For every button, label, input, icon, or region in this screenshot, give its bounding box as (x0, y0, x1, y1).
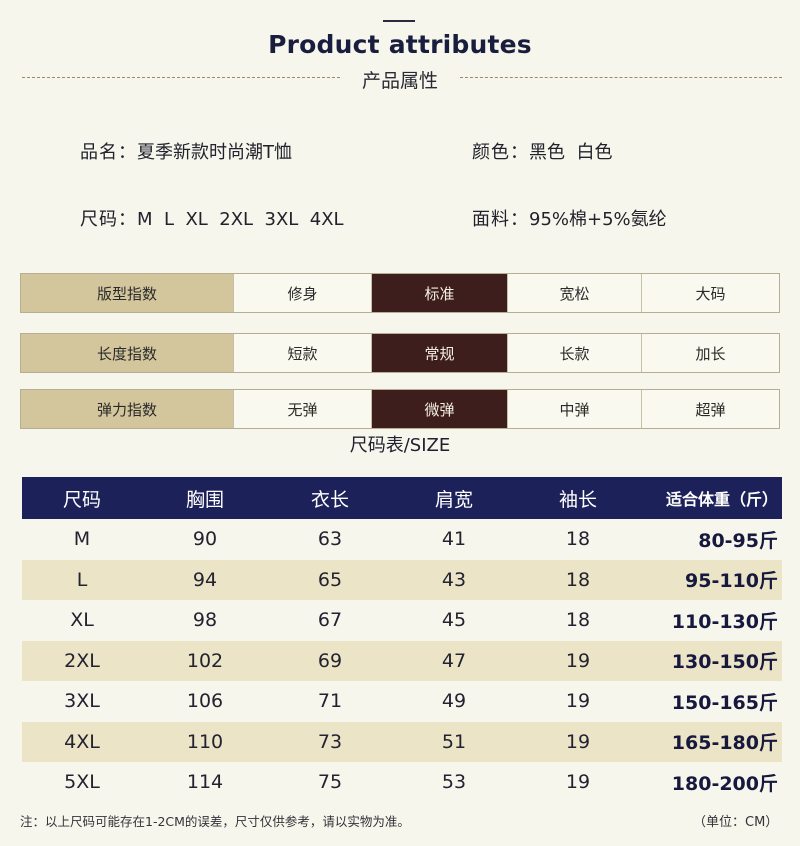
top-decoration-dash (383, 20, 415, 22)
length-option: 短款 (234, 334, 372, 372)
cell-shoulder: 47 (441, 649, 467, 672)
cell-size: 4XL (64, 730, 100, 753)
cell-weight: 95-110斤 (685, 570, 778, 593)
attr-size-label: 尺码： (80, 209, 137, 230)
length-index-row: 长度指数 短款 常规 长款 加长 (20, 333, 780, 373)
table-row: 3XL 106 71 49 19 150-165斤 (22, 681, 782, 722)
fit-option: 大码 (695, 284, 726, 303)
cell-shoulder: 51 (441, 730, 467, 753)
cell-length: 75 (317, 771, 343, 794)
unit-label: （单位：CM） (693, 815, 779, 830)
length-option: 长款 (508, 334, 642, 372)
size-table-caption: 尺码表/SIZE (349, 435, 451, 456)
cell-size: L (76, 568, 88, 591)
attr-sizes: 尺码：M L XL 2XL 3XL 4XL (80, 205, 344, 231)
cell-sleeve: 19 (565, 771, 591, 794)
cell-length: 71 (317, 690, 343, 713)
cell-shoulder: 41 (441, 528, 467, 551)
fit-option-selected: 标准 (372, 274, 508, 312)
cell-sleeve: 19 (565, 730, 591, 753)
attr-name-value: 夏季新款时尚潮T恤 (137, 142, 292, 163)
table-row: 2XL 102 69 47 19 130-150斤 (22, 640, 782, 681)
divider-left (22, 77, 340, 78)
table-row: 4XL 110 73 51 19 165-180斤 (22, 721, 782, 762)
fit-index-label: 版型指数 (21, 274, 234, 312)
elasticity-option: 中弹 (508, 390, 642, 428)
size-note: 注：以上尺码可能存在1-2CM的误差，尺寸仅供参考，请以实物为准。 (20, 814, 410, 829)
elasticity-option: 超弹 (695, 400, 726, 419)
size-table: 尺码 胸围 衣长 肩宽 袖长 适合体重（斤） M 90 63 41 18 80-… (22, 477, 782, 803)
attr-product-name: 品名：夏季新款时尚潮T恤 (80, 138, 292, 164)
attr-color-value: 黑色 白色 (529, 142, 613, 163)
divider-right (460, 77, 782, 78)
attr-color-label: 颜色： (472, 142, 529, 163)
header-shoulder: 肩宽 (434, 488, 473, 511)
cell-chest: 94 (192, 568, 218, 591)
cell-sleeve: 19 (565, 649, 591, 672)
header-length: 衣长 (310, 488, 349, 511)
elasticity-index-label: 弹力指数 (21, 390, 234, 428)
length-option: 加长 (695, 344, 726, 363)
cell-weight: 110-130斤 (671, 610, 778, 633)
header-weight: 适合体重（斤） (665, 490, 778, 509)
cell-sleeve: 18 (565, 528, 591, 551)
table-row: M 90 63 41 18 80-95斤 (22, 519, 782, 560)
length-option-selected: 常规 (372, 334, 508, 372)
attr-fabric-value: 95%棉+5%氨纶 (529, 209, 667, 230)
cell-size: 5XL (64, 771, 100, 794)
elasticity-option-selected: 微弹 (372, 390, 508, 428)
attr-name-label: 品名： (80, 142, 137, 163)
elasticity-index-row: 弹力指数 无弹 微弹 中弹 超弹 (20, 389, 780, 429)
cell-weight: 165-180斤 (671, 732, 778, 755)
attr-size-value: M L XL 2XL 3XL 4XL (137, 209, 344, 230)
fit-index-row: 版型指数 修身 标准 宽松 大码 (20, 273, 780, 313)
cell-length: 73 (317, 730, 343, 753)
cell-shoulder: 53 (441, 771, 467, 794)
cell-length: 67 (317, 609, 343, 632)
table-row: 5XL 114 75 53 19 180-200斤 (22, 762, 782, 803)
header-chest: 胸围 (185, 488, 224, 511)
cell-size: 2XL (64, 649, 100, 672)
cell-weight: 180-200斤 (671, 772, 778, 795)
cell-size: 3XL (64, 690, 100, 713)
cell-weight: 80-95斤 (698, 529, 778, 552)
cell-size: XL (70, 609, 94, 632)
header-size: 尺码 (62, 488, 101, 511)
cell-weight: 150-165斤 (671, 691, 778, 714)
cell-chest: 110 (186, 730, 224, 753)
cell-chest: 114 (186, 771, 224, 794)
cell-length: 69 (317, 649, 343, 672)
page-subtitle: 产品属性 (361, 70, 438, 92)
table-row: L 94 65 43 18 95-110斤 (22, 559, 782, 600)
cell-chest: 102 (186, 649, 224, 672)
attr-color: 颜色：黑色 白色 (472, 138, 612, 164)
header-sleeve: 袖长 (558, 488, 597, 511)
page-title: Product attributes (268, 30, 532, 59)
cell-chest: 106 (186, 690, 224, 713)
attr-fabric-label: 面料： (472, 209, 529, 230)
cell-sleeve: 18 (565, 568, 591, 591)
cell-sleeve: 19 (565, 690, 591, 713)
length-index-label: 长度指数 (21, 334, 234, 372)
elasticity-option: 无弹 (234, 390, 372, 428)
attr-fabric: 面料：95%棉+5%氨纶 (472, 205, 667, 231)
fit-option: 宽松 (508, 274, 642, 312)
cell-length: 65 (317, 568, 343, 591)
size-table-header: 尺码 胸围 衣长 肩宽 袖长 适合体重（斤） (22, 477, 782, 519)
cell-weight: 130-150斤 (671, 651, 778, 674)
fit-option: 修身 (234, 274, 372, 312)
cell-sleeve: 18 (565, 609, 591, 632)
cell-shoulder: 43 (441, 568, 467, 591)
cell-chest: 90 (192, 528, 218, 551)
cell-shoulder: 49 (441, 690, 467, 713)
cell-chest: 98 (192, 609, 218, 632)
table-row: XL 98 67 45 18 110-130斤 (22, 600, 782, 641)
cell-size: M (73, 528, 91, 551)
cell-shoulder: 45 (441, 609, 467, 632)
cell-length: 63 (317, 528, 343, 551)
